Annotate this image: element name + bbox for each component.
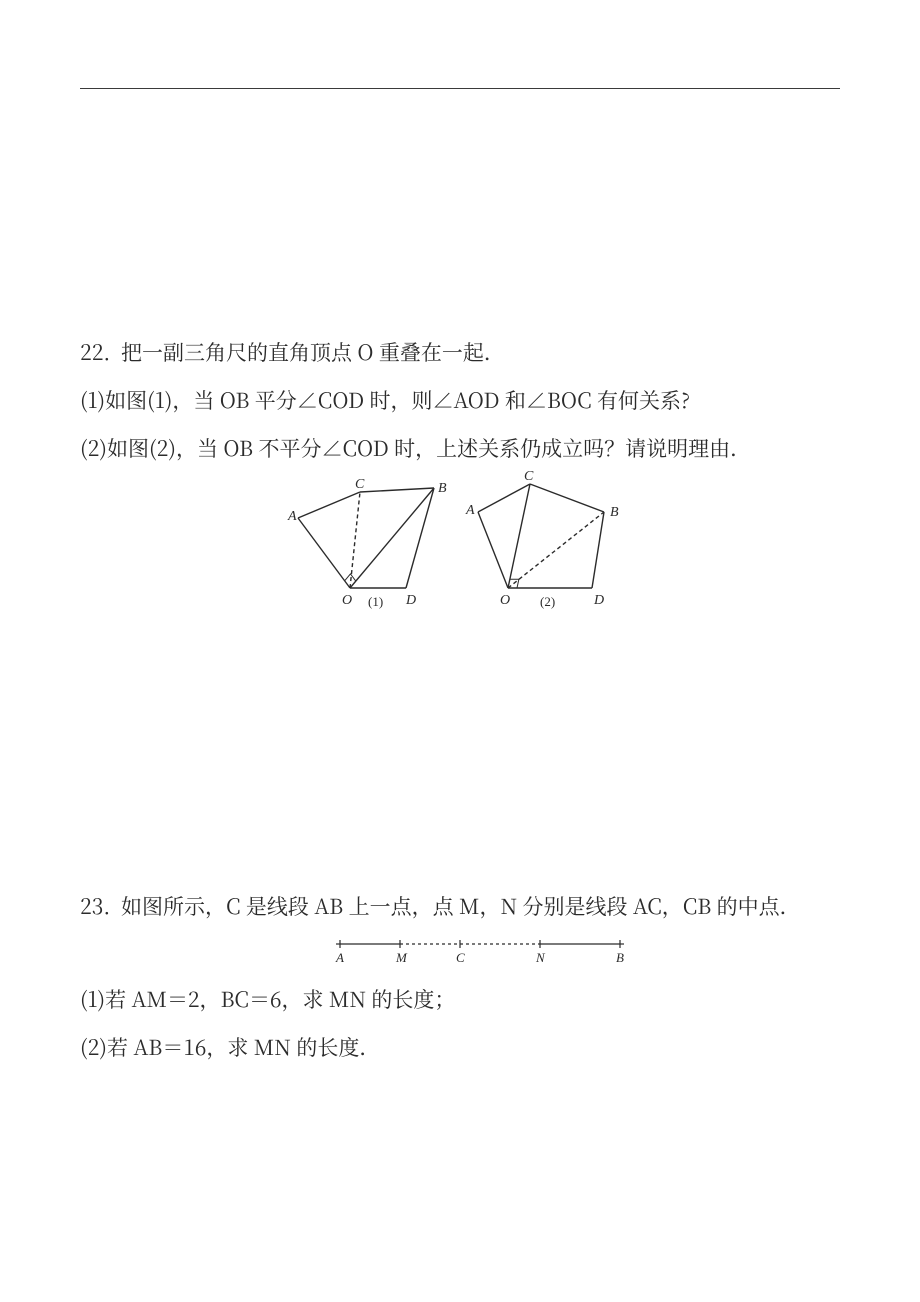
svg-text:(2): (2) [540, 594, 555, 609]
svg-text:N: N [535, 950, 546, 965]
svg-text:A: A [335, 950, 344, 965]
svg-text:A: A [287, 509, 297, 524]
q23-part1: (1)若 AM＝2，BC＝6，求 MN 的长度； [80, 983, 455, 1016]
q22-stem: 22. 把一副三角尺的直角顶点 O 重叠在一起． [80, 336, 505, 369]
svg-text:O: O [500, 593, 510, 608]
svg-text:D: D [405, 593, 416, 608]
svg-text:O: O [342, 593, 352, 608]
svg-text:M: M [395, 950, 408, 965]
q22-figure: O D A B C (1) O D A B C (2) [280, 470, 680, 610]
svg-text:A: A [465, 503, 475, 518]
svg-text:C: C [524, 470, 534, 484]
svg-text:C: C [355, 477, 365, 492]
q22-part1: (1)如图(1)，当 OB 平分∠COD 时，则∠AOD 和∠BOC 有何关系? [80, 384, 690, 417]
svg-text:B: B [610, 505, 619, 520]
q23-stem: 23. 如图所示，C 是线段 AB 上一点，点 M，N 分别是线段 AC，CB … [80, 890, 801, 923]
top-horizontal-rule [80, 88, 840, 89]
svg-text:C: C [456, 950, 465, 965]
svg-text:B: B [616, 950, 624, 965]
svg-text:(1): (1) [368, 594, 383, 609]
q23-figure: AMCNB [330, 932, 630, 976]
svg-text:D: D [593, 593, 604, 608]
q22-part2: (2)如图(2)，当 OB 不平分∠COD 时，上述关系仍成立吗？请说明理由． [80, 432, 751, 465]
svg-text:B: B [438, 481, 447, 496]
q23-part2: (2)若 AB＝16，求 MN 的长度． [80, 1031, 380, 1064]
